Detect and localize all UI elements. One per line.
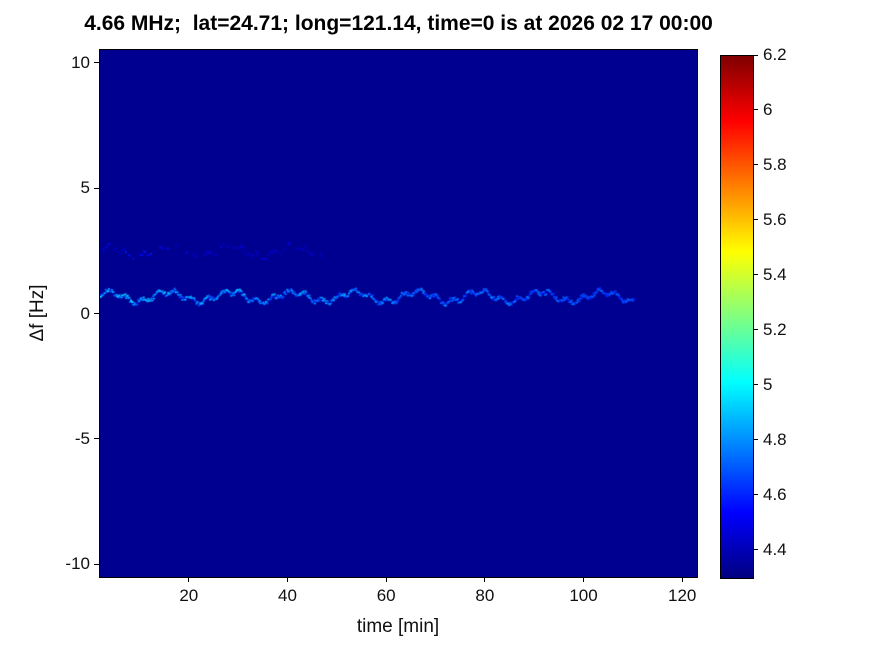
- heatmap-canvas: [100, 50, 697, 577]
- colorbar-tick-mark: [754, 219, 758, 221]
- colorbar-tick-label: 6.2: [763, 45, 787, 64]
- y-tick-mark: [94, 563, 99, 565]
- colorbar-tick-mark: [754, 494, 758, 496]
- y-axis-label: Δf [Hz]: [27, 284, 48, 342]
- y-tick-mark: [94, 438, 99, 440]
- y-tick-label: -10: [65, 554, 90, 574]
- y-tick-label: 5: [80, 178, 90, 198]
- x-tick-mark: [681, 577, 683, 582]
- y-tick-label: 0: [80, 303, 90, 323]
- colorbar-gradient: [720, 55, 754, 579]
- x-tick-label: 60: [376, 586, 396, 605]
- colorbar-tick-label: 5: [763, 374, 773, 394]
- y-tick-label: 10: [71, 52, 90, 72]
- colorbar-tick-mark: [754, 164, 758, 166]
- colorbar-tick-label: 5.6: [763, 209, 787, 229]
- colorbar-tick-mark: [754, 54, 758, 56]
- colorbar-tick-label: 5.2: [763, 319, 787, 339]
- y-tick-label: -5: [74, 428, 90, 448]
- colorbar-tick-mark: [754, 109, 758, 111]
- colorbar-tick-mark: [754, 274, 758, 276]
- colorbar-tick-label: 5.4: [763, 264, 787, 284]
- colorbar-tick-label: 4.8: [763, 429, 787, 449]
- y-tick-mark: [94, 62, 99, 64]
- colorbar-tick-mark: [754, 329, 758, 331]
- x-tick-label: 20: [179, 586, 199, 605]
- x-axis-label: time [min]: [356, 616, 440, 637]
- colorbar-tick-label: 6: [763, 99, 773, 119]
- y-tick-mark: [94, 187, 99, 189]
- x-tick-mark: [188, 577, 190, 582]
- y-tick-mark: [94, 313, 99, 314]
- x-tick-mark: [583, 577, 585, 582]
- x-tick-mark: [484, 577, 486, 582]
- plot-title: 4.66 MHz; lat=24.71; long=121.14, time=0…: [84, 12, 713, 35]
- x-tick-mark: [286, 577, 288, 582]
- colorbar-tick-mark: [754, 439, 758, 441]
- colorbar-tick-mark: [754, 384, 758, 386]
- x-tick-mark: [385, 577, 387, 582]
- x-tick-label: 40: [278, 586, 297, 605]
- x-tick-label: 80: [475, 586, 495, 605]
- colorbar-tick-label: 5.8: [763, 154, 787, 174]
- x-tick-label: 120: [668, 586, 697, 605]
- x-tick-label: 100: [569, 586, 598, 605]
- colorbar-tick-label: 4.4: [763, 539, 787, 559]
- colorbar-tick-mark: [754, 549, 758, 551]
- colorbar-tick-label: 4.6: [763, 484, 787, 504]
